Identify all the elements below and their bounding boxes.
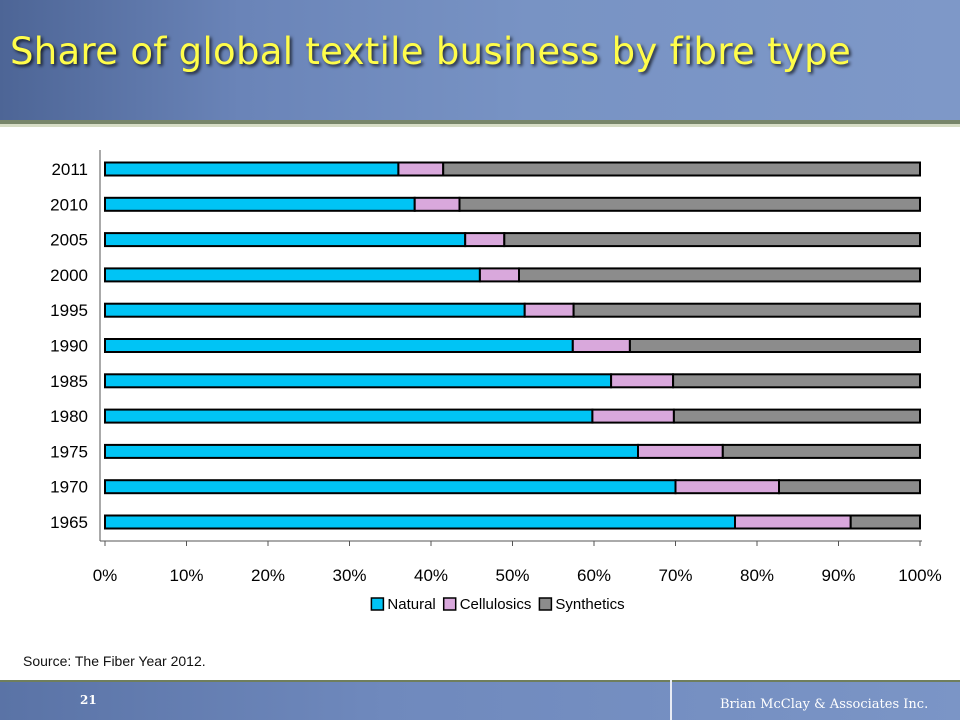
bar-natural-2005	[104, 232, 467, 248]
bar-natural-2000	[104, 267, 481, 283]
y-tick-label: 1980	[50, 407, 88, 426]
y-tick-label: 2005	[50, 231, 88, 250]
bar-natural-1965	[104, 514, 736, 530]
bar-synthetics-1965	[849, 514, 922, 530]
footer-separator	[670, 680, 672, 720]
bar-cellulosics-2010	[413, 196, 461, 212]
bar-cellulosics-1970	[674, 479, 780, 495]
y-tick-label: 1965	[50, 513, 88, 532]
x-tick-label: 70%	[658, 566, 692, 585]
bar-synthetics-2011	[442, 161, 921, 177]
x-tick-label: 0%	[93, 566, 118, 585]
slide-title: Share of global textile business by fibr…	[10, 30, 852, 73]
y-tick-label: 2010	[50, 195, 88, 214]
slide-footer: 21 Brian McClay & Associates Inc.	[0, 680, 960, 720]
bar-synthetics-2000	[518, 267, 921, 283]
x-tick-label: 80%	[740, 566, 774, 585]
legend-swatch-natural	[370, 597, 385, 611]
bar-cellulosics-1990	[571, 338, 631, 353]
header-divider-highlight	[0, 124, 960, 127]
x-tick-label: 50%	[495, 566, 529, 585]
footer-divider	[0, 680, 960, 682]
y-tick-label: 1995	[50, 301, 88, 320]
company-name: Brian McClay & Associates Inc.	[720, 697, 929, 712]
legend-label-natural: Natural	[387, 596, 435, 613]
bar-natural-1970	[104, 479, 677, 495]
x-tick-label: 10%	[169, 566, 203, 585]
x-tick-label: 20%	[251, 566, 285, 585]
y-tick-label: 1975	[50, 442, 88, 461]
y-tick-label: 2011	[51, 160, 88, 179]
x-tick-label: 100%	[898, 566, 941, 585]
stacked-bar-chart: 2011 2010 2005 2000 1995 1990 1985 1980 1975 1970…	[50, 150, 942, 613]
bar-synthetics-1985	[672, 373, 921, 389]
bar-synthetics-1995	[572, 302, 921, 318]
bar-cellulosics-1995	[523, 302, 575, 318]
x-tick-label: 30%	[332, 566, 366, 585]
y-tick-label: 1985	[50, 372, 88, 391]
x-tick-label: 60%	[577, 566, 611, 585]
bar-synthetics-1980	[672, 408, 922, 424]
bar-cellulosics-2011	[397, 161, 445, 177]
bar-synthetics-2005	[503, 232, 921, 248]
bar-natural-1980	[104, 408, 594, 424]
legend-swatch-synthetics	[538, 597, 553, 611]
legend-label-cellulosics: Cellulosics	[460, 596, 532, 613]
bar-cellulosics-2005	[464, 232, 506, 248]
page-number: 21	[80, 693, 97, 707]
x-tick-label: 40%	[414, 566, 448, 585]
bar-synthetics-1970	[778, 479, 921, 495]
legend-swatch-cellulosics	[442, 597, 457, 611]
bar-natural-1985	[104, 373, 613, 389]
bar-cellulosics-2000	[478, 267, 520, 283]
bar-natural-1995	[104, 302, 526, 318]
bar-synthetics-1990	[628, 338, 922, 353]
bar-cellulosics-1985	[610, 373, 674, 389]
x-tick-label: 90%	[821, 566, 855, 585]
y-tick-label: 1990	[50, 337, 88, 356]
header-divider	[0, 120, 960, 124]
y-tick-label: 2000	[50, 266, 88, 285]
legend-label-synthetics: Synthetics	[555, 596, 624, 613]
bar-synthetics-1975	[721, 443, 921, 459]
bar-natural-2010	[104, 196, 416, 212]
bar-cellulosics-1975	[637, 443, 724, 459]
bar-cellulosics-1980	[591, 408, 675, 424]
bar-cellulosics-1965	[734, 514, 852, 530]
source-note: Source: The Fiber Year 2012.	[23, 653, 206, 669]
bar-synthetics-2010	[458, 196, 921, 212]
bar-natural-1975	[104, 443, 639, 459]
slide-header: Share of global textile business by fibr…	[0, 0, 960, 120]
y-tick-label: 1970	[50, 478, 88, 497]
bar-natural-1990	[104, 338, 574, 353]
bar-natural-2011	[104, 161, 400, 177]
